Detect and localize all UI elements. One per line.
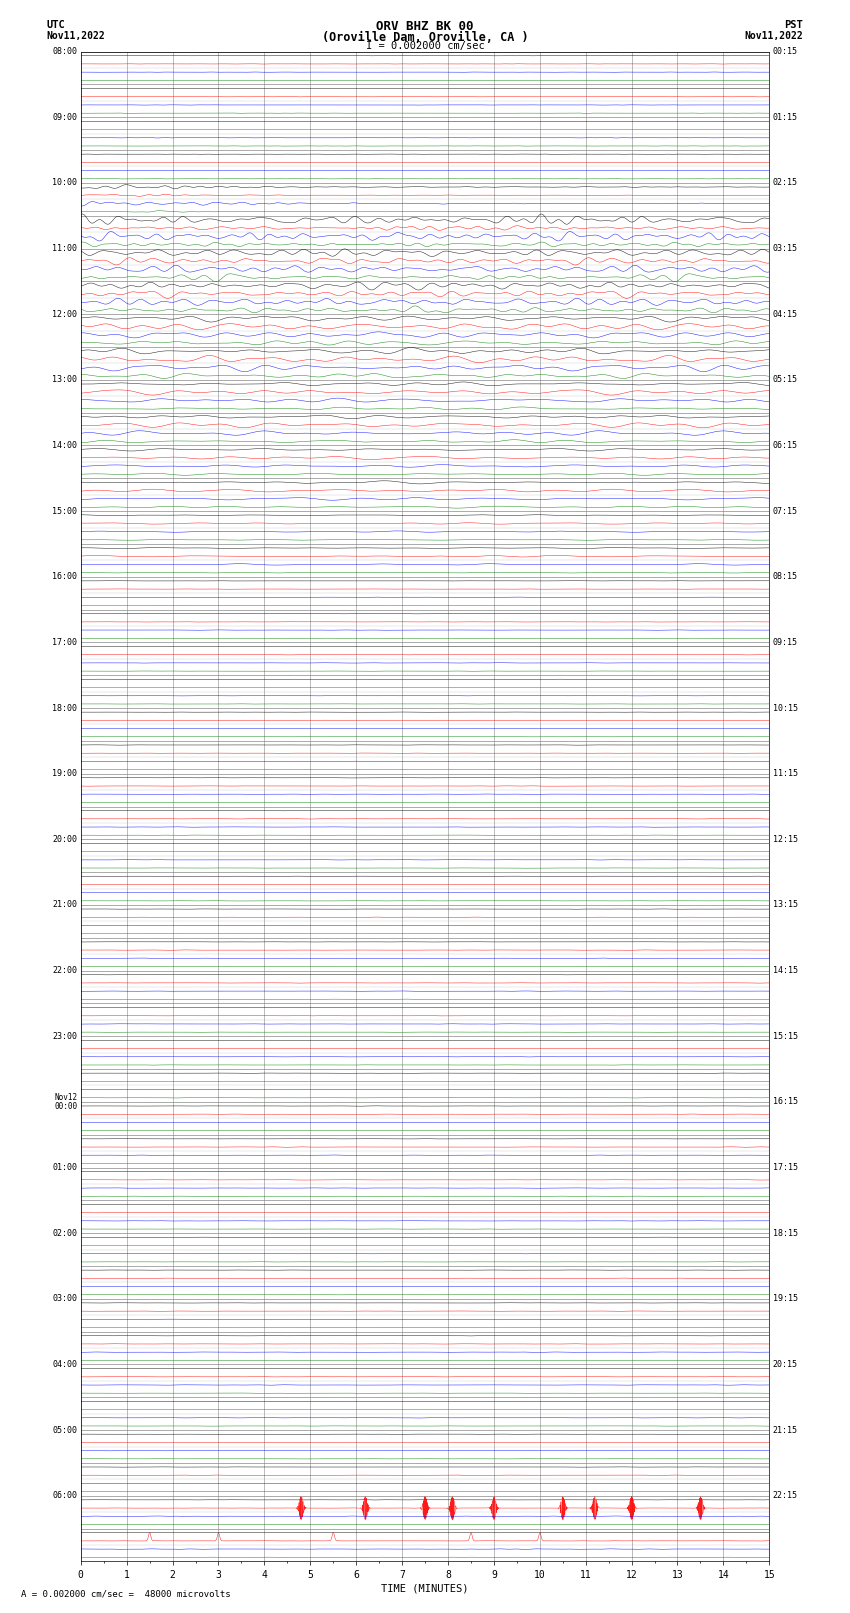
Text: 08:00: 08:00: [53, 47, 77, 56]
Text: 00:15: 00:15: [773, 47, 797, 56]
Text: 13:15: 13:15: [773, 900, 797, 910]
Text: 00:00: 00:00: [54, 1102, 77, 1111]
Text: Nov11,2022: Nov11,2022: [47, 31, 105, 40]
Text: 15:00: 15:00: [53, 506, 77, 516]
Text: 17:00: 17:00: [53, 637, 77, 647]
Text: 06:15: 06:15: [773, 440, 797, 450]
Text: 06:00: 06:00: [53, 1492, 77, 1500]
Text: 12:15: 12:15: [773, 836, 797, 844]
Text: 07:15: 07:15: [773, 506, 797, 516]
Text: 19:15: 19:15: [773, 1294, 797, 1303]
Text: UTC: UTC: [47, 19, 65, 31]
Text: 14:15: 14:15: [773, 966, 797, 976]
Text: 10:00: 10:00: [53, 179, 77, 187]
Text: 14:00: 14:00: [53, 440, 77, 450]
Text: 20:15: 20:15: [773, 1360, 797, 1369]
Text: 22:15: 22:15: [773, 1492, 797, 1500]
Text: 11:00: 11:00: [53, 244, 77, 253]
Text: 09:15: 09:15: [773, 637, 797, 647]
Text: 16:00: 16:00: [53, 573, 77, 581]
Text: 11:15: 11:15: [773, 769, 797, 777]
Text: 08:15: 08:15: [773, 573, 797, 581]
Text: Nov11,2022: Nov11,2022: [745, 31, 803, 40]
Text: 18:15: 18:15: [773, 1229, 797, 1237]
Text: 03:15: 03:15: [773, 244, 797, 253]
Text: 05:15: 05:15: [773, 376, 797, 384]
Text: 01:15: 01:15: [773, 113, 797, 121]
Text: 21:00: 21:00: [53, 900, 77, 910]
Text: 05:00: 05:00: [53, 1426, 77, 1434]
Text: 18:00: 18:00: [53, 703, 77, 713]
Text: 23:00: 23:00: [53, 1032, 77, 1040]
Text: 17:15: 17:15: [773, 1163, 797, 1173]
Text: ORV BHZ BK 00: ORV BHZ BK 00: [377, 19, 473, 34]
X-axis label: TIME (MINUTES): TIME (MINUTES): [382, 1584, 468, 1594]
Text: 16:15: 16:15: [773, 1097, 797, 1107]
Text: A = 0.002000 cm/sec =  48000 microvolts: A = 0.002000 cm/sec = 48000 microvolts: [21, 1589, 231, 1598]
Text: 22:00: 22:00: [53, 966, 77, 976]
Text: PST: PST: [785, 19, 803, 31]
Text: 03:00: 03:00: [53, 1294, 77, 1303]
Text: 02:00: 02:00: [53, 1229, 77, 1237]
Text: 09:00: 09:00: [53, 113, 77, 121]
Text: 20:00: 20:00: [53, 836, 77, 844]
Text: 04:15: 04:15: [773, 310, 797, 319]
Text: 04:00: 04:00: [53, 1360, 77, 1369]
Text: 13:00: 13:00: [53, 376, 77, 384]
Text: 01:00: 01:00: [53, 1163, 77, 1173]
Text: 02:15: 02:15: [773, 179, 797, 187]
Text: (Oroville Dam, Oroville, CA ): (Oroville Dam, Oroville, CA ): [321, 31, 529, 44]
Text: 21:15: 21:15: [773, 1426, 797, 1434]
Text: 19:00: 19:00: [53, 769, 77, 777]
Text: 10:15: 10:15: [773, 703, 797, 713]
Text: 12:00: 12:00: [53, 310, 77, 319]
Text: Nov12: Nov12: [54, 1094, 77, 1102]
Text: I = 0.002000 cm/sec: I = 0.002000 cm/sec: [366, 40, 484, 52]
Text: 15:15: 15:15: [773, 1032, 797, 1040]
